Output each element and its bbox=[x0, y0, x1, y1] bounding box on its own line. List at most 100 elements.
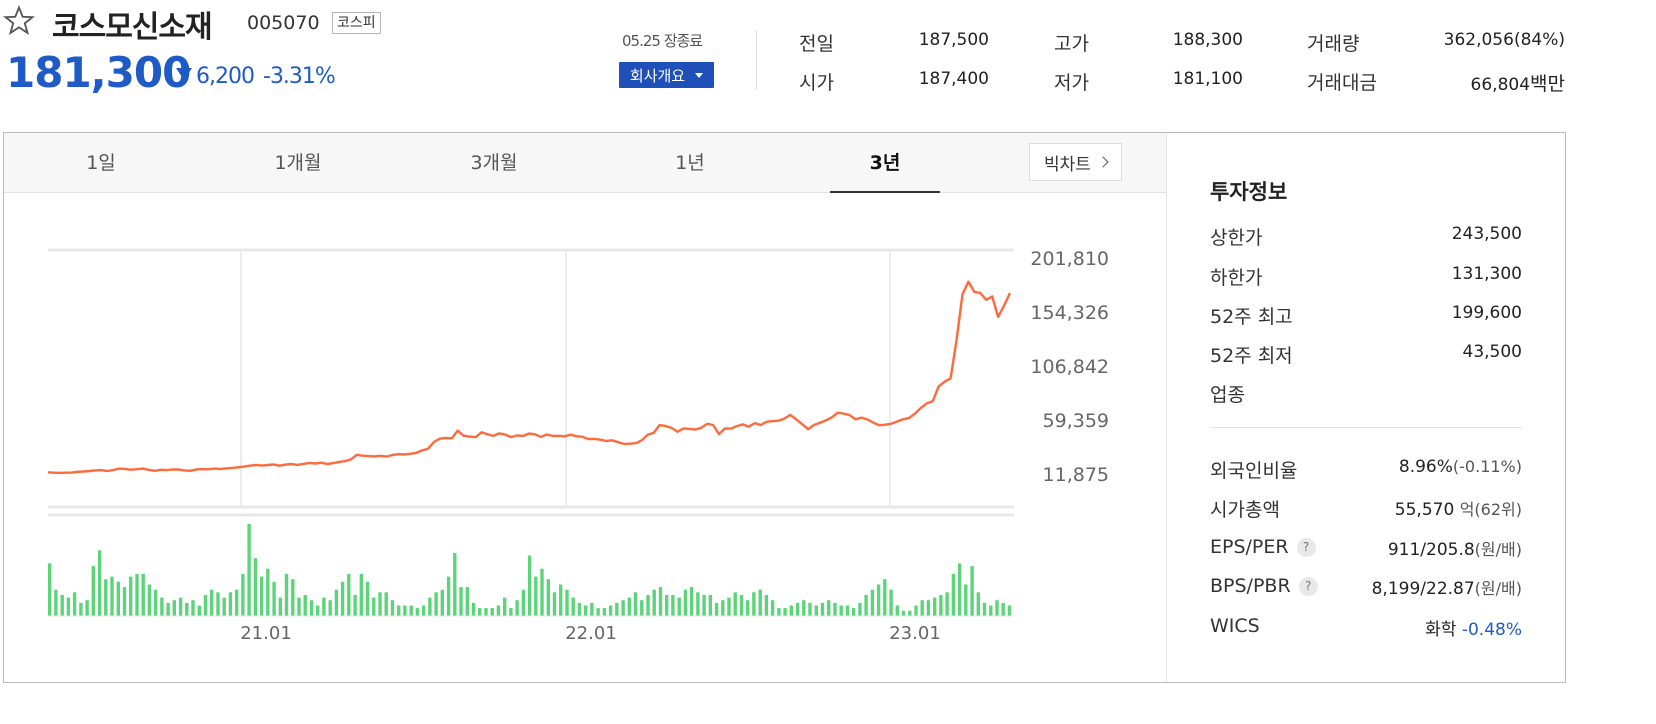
volume-bar bbox=[527, 555, 532, 616]
volume-bar bbox=[989, 605, 993, 616]
x-tick-label: 23.01 bbox=[889, 623, 941, 644]
bigchart-button[interactable]: 빅차트 bbox=[1029, 143, 1122, 181]
volume-bar bbox=[908, 610, 912, 616]
stock-name: 코스모신소재 bbox=[52, 10, 213, 45]
volume-bar bbox=[147, 584, 152, 616]
volume-bar bbox=[633, 592, 638, 616]
y-tick-label: 154,326 bbox=[1030, 302, 1109, 324]
volume-bar bbox=[577, 602, 582, 616]
volume-bar bbox=[390, 600, 395, 616]
bps-pbr-label-row: BPS/PBR? bbox=[1210, 575, 1318, 597]
volume-bar bbox=[104, 579, 108, 616]
high-52w-label: 52주 최고 bbox=[1210, 306, 1293, 328]
company-overview-label: 회사개요 bbox=[629, 66, 686, 85]
volume-bar bbox=[789, 605, 793, 616]
down-arrow-icon bbox=[176, 68, 192, 80]
volume-bar bbox=[191, 600, 195, 616]
volume-bar bbox=[627, 597, 631, 616]
volume-bar bbox=[384, 592, 388, 616]
tab-1m[interactable]: 1개월 bbox=[274, 152, 322, 174]
volume-bar bbox=[758, 589, 762, 616]
help-icon[interactable]: ? bbox=[1296, 538, 1316, 557]
eps-per-cell: 911/205.8(원/배) bbox=[1388, 536, 1522, 560]
volume-bar bbox=[397, 605, 401, 616]
volume-bar bbox=[403, 605, 407, 616]
volume-bar bbox=[185, 602, 189, 616]
volume-bar bbox=[490, 608, 494, 616]
volume-bar bbox=[1001, 602, 1005, 616]
volume-bar bbox=[415, 608, 420, 616]
company-overview-button[interactable]: 회사개요 bbox=[619, 62, 714, 88]
volume-bar bbox=[596, 608, 600, 616]
volume-bar bbox=[129, 576, 133, 616]
volume-bar bbox=[135, 573, 139, 616]
market-cap-unit: 억 bbox=[1459, 500, 1475, 519]
volume-bar bbox=[982, 602, 987, 616]
volume-bar bbox=[739, 595, 744, 616]
volume-bar bbox=[976, 592, 980, 616]
amount-label: 거래대금 bbox=[1307, 72, 1377, 94]
wics-sector: 화학 bbox=[1425, 620, 1457, 640]
volume-bar bbox=[428, 597, 432, 616]
volume-bar bbox=[478, 608, 482, 616]
volume-bar bbox=[827, 600, 831, 616]
x-tick-label: 21.01 bbox=[240, 623, 292, 644]
volume-bar bbox=[166, 602, 170, 616]
volume-bar bbox=[584, 605, 588, 616]
tab-1y[interactable]: 1년 bbox=[675, 152, 705, 174]
eps-per-unit: (원/배) bbox=[1474, 540, 1522, 559]
volume-bar bbox=[347, 573, 351, 616]
volume-bar bbox=[272, 581, 276, 616]
volume-bar bbox=[933, 597, 937, 616]
volume-bar bbox=[901, 610, 906, 616]
volume-bar bbox=[770, 600, 775, 616]
favorite-star-icon[interactable] bbox=[2, 4, 36, 38]
tab-3m[interactable]: 3개월 bbox=[470, 152, 518, 174]
volume-bar bbox=[957, 563, 962, 616]
industry-label: 업종 bbox=[1210, 384, 1245, 406]
volume-bar bbox=[365, 581, 370, 616]
chart-grid bbox=[48, 248, 1014, 517]
volume-bar bbox=[409, 605, 413, 616]
tab-1d[interactable]: 1일 bbox=[86, 152, 116, 174]
volume-bar bbox=[440, 589, 444, 616]
volume-bar bbox=[895, 605, 899, 616]
low-52w-value: 43,500 bbox=[1462, 342, 1522, 362]
volume-bar bbox=[683, 589, 688, 616]
volume-bar bbox=[733, 592, 737, 616]
foreign-ratio-cell: 8.96%(-0.11%) bbox=[1399, 457, 1522, 477]
chart-panel bbox=[3, 132, 1566, 683]
volume-bar bbox=[316, 605, 320, 616]
market-cap-label: 시가총액 bbox=[1210, 499, 1280, 521]
volume-bar bbox=[658, 587, 663, 616]
tab-3y[interactable]: 3년 bbox=[830, 133, 940, 193]
volume-bar bbox=[241, 573, 245, 616]
volume-bar bbox=[434, 592, 438, 616]
volume-bar bbox=[79, 602, 83, 616]
eps-per-value: 911/205.8 bbox=[1387, 540, 1475, 560]
volume-bar bbox=[66, 597, 71, 616]
volume-bar bbox=[266, 568, 270, 616]
volume-bar bbox=[764, 595, 769, 616]
volume-bar bbox=[845, 605, 850, 616]
current-price: 181,300 bbox=[6, 48, 191, 97]
volume-bar bbox=[920, 600, 924, 616]
help-icon[interactable]: ? bbox=[1298, 577, 1318, 596]
investment-info-title: 투자정보 bbox=[1210, 180, 1288, 204]
volume-bar bbox=[621, 600, 625, 616]
volume-bar bbox=[646, 595, 650, 616]
volume-bar bbox=[172, 600, 176, 616]
high-52w-value: 199,600 bbox=[1451, 303, 1522, 323]
x-tick-label: 22.01 bbox=[565, 623, 617, 644]
volume-bar bbox=[521, 589, 526, 616]
volume-bars bbox=[48, 524, 1014, 617]
y-axis-ticks: 201,810 154,326 106,842 59,359 11,875 bbox=[1030, 248, 1109, 486]
volume-bar bbox=[833, 602, 837, 616]
volume-bar bbox=[322, 597, 326, 616]
volume-bar bbox=[247, 524, 251, 616]
y-tick-label: 106,842 bbox=[1030, 356, 1109, 378]
volume-bar bbox=[291, 579, 295, 616]
panel-divider bbox=[1166, 133, 1167, 682]
volume-bar bbox=[640, 600, 644, 616]
volume-bar bbox=[565, 589, 569, 616]
